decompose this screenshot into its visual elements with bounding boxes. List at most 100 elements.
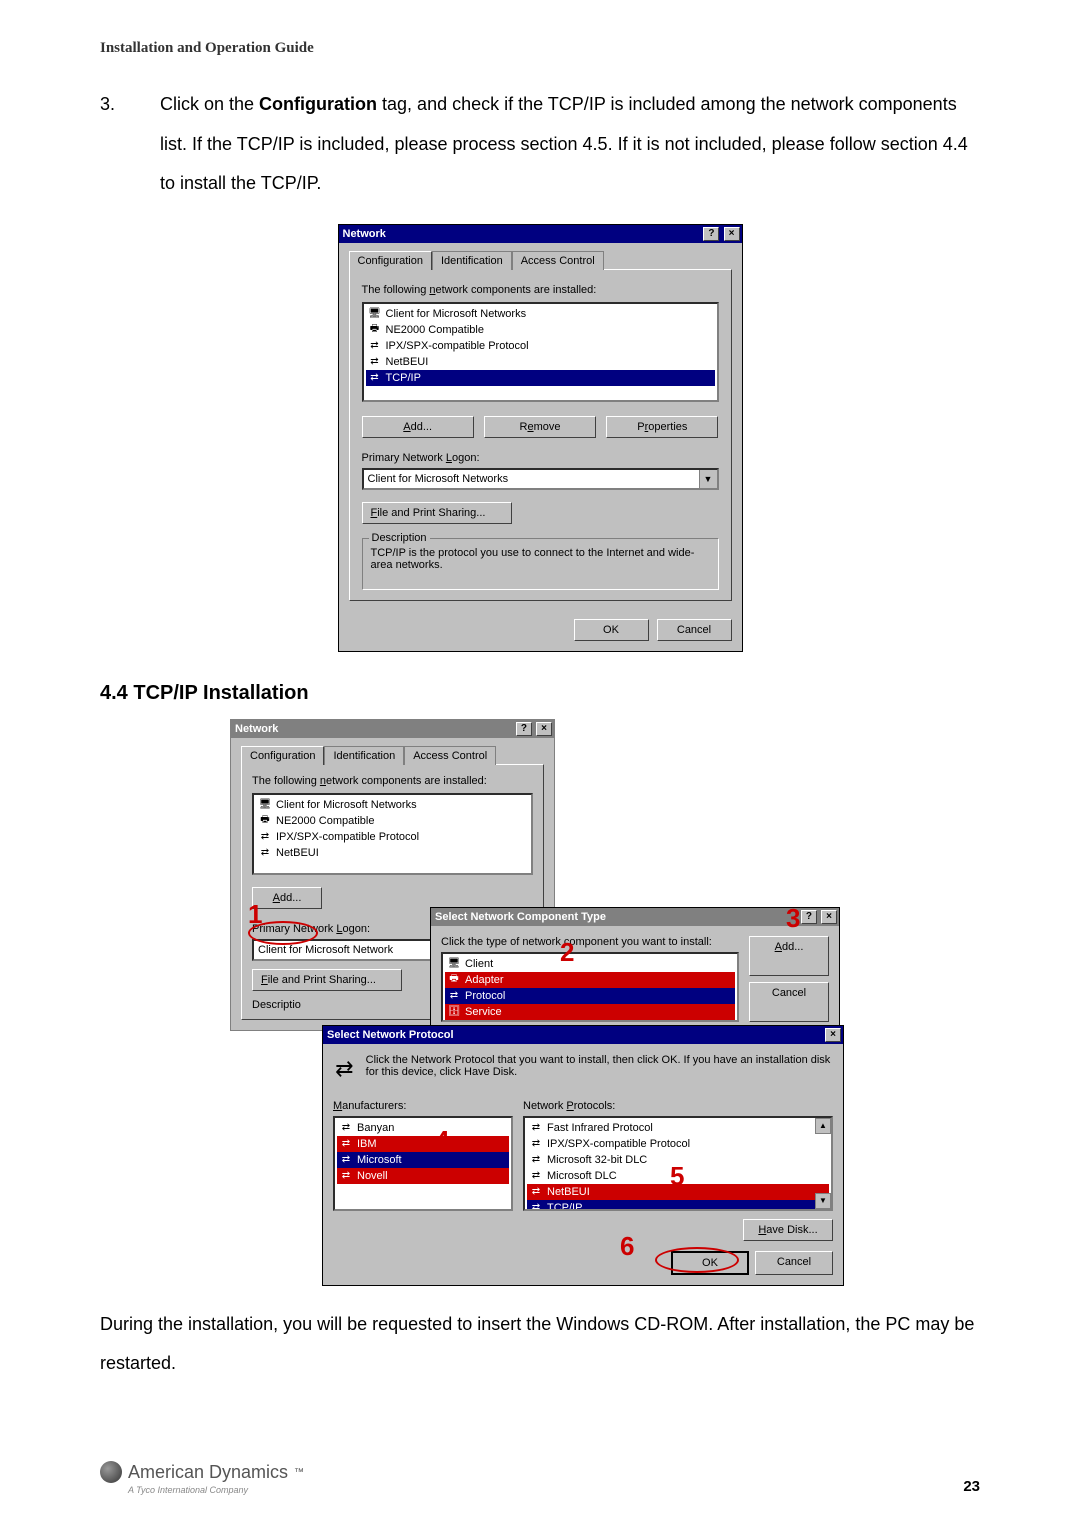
list-item-text: Protocol xyxy=(465,990,505,1002)
protocol-icon: ⇄ xyxy=(529,1201,543,1211)
page-number: 23 xyxy=(963,1478,980,1495)
components-label: The following network components are ins… xyxy=(362,284,719,296)
list-item[interactable]: 🖥Client for Microsoft Networks xyxy=(256,797,529,813)
instruction-text: Click on the Configuration tag, and chec… xyxy=(160,85,980,204)
tab-identification[interactable]: Identification xyxy=(324,746,404,765)
protocol-icon: ⇄ xyxy=(339,1153,353,1167)
list-item[interactable]: ⇄ IPX/SPX-compatible Protocol xyxy=(256,829,529,845)
add-button[interactable]: Add... xyxy=(749,936,829,976)
tab-access-control[interactable]: Access Control xyxy=(512,251,604,270)
annotation-2: 2 xyxy=(560,937,574,968)
list-item-selected[interactable]: ⇄Protocol xyxy=(445,988,735,1004)
manufacturers-list[interactable]: ⇄Banyan ⇄IBM ⇄Microsoft ⇄Novell xyxy=(333,1116,513,1211)
logo-subtitle: A Tyco International Company xyxy=(128,1485,304,1495)
trademark: ™ xyxy=(294,1467,304,1478)
component-type-list[interactable]: 🖥Client 🖶Adapter ⇄Protocol 🗄Service xyxy=(441,952,739,1022)
close-button[interactable]: × xyxy=(724,227,740,241)
cancel-button[interactable]: Cancel xyxy=(657,619,732,641)
list-item[interactable]: 🖶 NE2000 Compatible xyxy=(366,322,715,338)
primary-logon-dropdown[interactable]: Client for Microsoft Networks ▼ xyxy=(362,468,719,490)
scroll-down-icon[interactable]: ▼ xyxy=(815,1193,831,1209)
description-text: TCP/IP is the protocol you use to connec… xyxy=(371,547,710,571)
help-button[interactable]: ? xyxy=(703,227,719,241)
network-dialog: Network ? × Configuration Identification… xyxy=(338,224,743,652)
list-item[interactable]: ⇄IPX/SPX-compatible Protocol xyxy=(527,1136,829,1152)
list-item-text: NE2000 Compatible xyxy=(386,324,484,336)
list-item[interactable]: ⇄NetBEUI xyxy=(256,845,529,861)
list-item-text: IPX/SPX-compatible Protocol xyxy=(276,831,419,843)
list-item-text: Novell xyxy=(357,1170,388,1182)
list-item-text: NetBEUI xyxy=(386,356,429,368)
remove-button[interactable]: Remove xyxy=(484,416,596,438)
list-item-text: TCP/IP xyxy=(547,1202,582,1211)
client-icon: 🖥 xyxy=(447,957,461,971)
list-item[interactable]: ⇄ IBM xyxy=(337,1136,509,1152)
cancel-button[interactable]: Cancel xyxy=(749,982,829,1022)
list-item[interactable]: 🖶Adapter xyxy=(445,972,735,988)
list-item-selected[interactable]: ⇄ TCP/IP xyxy=(527,1200,829,1211)
close-button[interactable]: × xyxy=(821,910,837,924)
list-item-text: NE2000 Compatible xyxy=(276,815,374,827)
globe-icon xyxy=(100,1461,122,1483)
list-item[interactable]: ⇄Banyan xyxy=(337,1120,509,1136)
dropdown-value: Client for Microsoft Networks xyxy=(364,473,699,485)
list-item[interactable]: 🖥Client xyxy=(445,956,735,972)
file-print-sharing-button[interactable]: File and Print Sharing... xyxy=(362,502,512,524)
help-button[interactable]: ? xyxy=(801,910,817,924)
list-item[interactable]: 🗄Service xyxy=(445,1004,735,1020)
list-item[interactable]: ⇄Novell xyxy=(337,1168,509,1184)
file-print-sharing-button[interactable]: File and Print Sharing... xyxy=(252,969,402,991)
tab-access-control[interactable]: Access Control xyxy=(404,746,496,765)
instruction-bold: Configuration xyxy=(259,94,377,114)
network-titlebar: Network ? × xyxy=(339,225,742,243)
select-proto-title: Select Network Protocol xyxy=(327,1029,454,1041)
protocol-icon: ⇄ xyxy=(529,1169,543,1183)
list-item-selected[interactable]: ⇄Microsoft xyxy=(337,1152,509,1168)
add-button[interactable]: Add... xyxy=(362,416,474,438)
protocol-icon: ⇄ xyxy=(529,1185,543,1199)
ok-button[interactable]: OK xyxy=(574,619,649,641)
tab-configuration[interactable]: Configuration xyxy=(241,746,324,765)
components-label: The following network components are ins… xyxy=(252,775,533,787)
protocol-large-icon: ⇄ xyxy=(333,1054,356,1084)
annotation-oval-6 xyxy=(655,1247,739,1273)
close-button[interactable]: × xyxy=(536,722,552,736)
select-proto-instruction: Click the Network Protocol that you want… xyxy=(366,1054,833,1084)
list-item[interactable]: 🖥Client for Microsoft Networks xyxy=(366,306,715,322)
components-list[interactable]: 🖥Client for Microsoft Networks 🖶 NE2000 C… xyxy=(362,302,719,402)
protocol-icon: ⇄ xyxy=(529,1121,543,1135)
cancel-button[interactable]: Cancel xyxy=(755,1251,833,1275)
select-proto-titlebar: Select Network Protocol × xyxy=(323,1026,843,1044)
adapter-icon: 🖶 xyxy=(368,323,382,337)
list-item-text: NetBEUI xyxy=(276,847,319,859)
list-item[interactable]: ⇄ NetBEUI xyxy=(366,354,715,370)
protocol-icon: ⇄ xyxy=(529,1153,543,1167)
annotation-4: 4 xyxy=(435,1125,449,1156)
help-button[interactable]: ? xyxy=(516,722,532,736)
components-list[interactable]: 🖥Client for Microsoft Networks 🖶 NE2000 C… xyxy=(252,793,533,875)
scroll-up-icon[interactable]: ▲ xyxy=(815,1118,831,1134)
list-item[interactable]: 🖶 NE2000 Compatible xyxy=(256,813,529,829)
list-item-text: IBM xyxy=(357,1138,377,1150)
protocol-icon: ⇄ xyxy=(258,830,272,844)
protocol-icon: ⇄ xyxy=(339,1137,353,1151)
chevron-down-icon[interactable]: ▼ xyxy=(699,470,717,488)
select-type-titlebar: Select Network Component Type ? × xyxy=(431,908,839,926)
list-item-text: Banyan xyxy=(357,1122,394,1134)
page-header-title: Installation and Operation Guide xyxy=(100,40,980,57)
adapter-icon: 🖶 xyxy=(258,814,272,828)
list-item[interactable]: ⇄IPX/SPX-compatible Protocol xyxy=(366,338,715,354)
select-network-protocol-dialog: Select Network Protocol × ⇄ Click the Ne… xyxy=(322,1025,844,1286)
list-item-text: Service xyxy=(465,1006,502,1018)
list-item-selected[interactable]: ⇄TCP/IP xyxy=(366,370,715,386)
tab-configuration[interactable]: Configuration xyxy=(349,251,432,270)
add-button[interactable]: Add... xyxy=(252,887,322,909)
protocol-icon: ⇄ xyxy=(529,1137,543,1151)
tab-identification[interactable]: Identification xyxy=(432,251,512,270)
have-disk-button[interactable]: Have Disk... xyxy=(743,1219,833,1241)
list-item[interactable]: ⇄Fast Infrared Protocol xyxy=(527,1120,829,1136)
protocol-icon: ⇄ xyxy=(368,355,382,369)
close-button[interactable]: × xyxy=(825,1028,841,1042)
properties-button[interactable]: Properties xyxy=(606,416,718,438)
network-title: Network xyxy=(235,723,278,735)
